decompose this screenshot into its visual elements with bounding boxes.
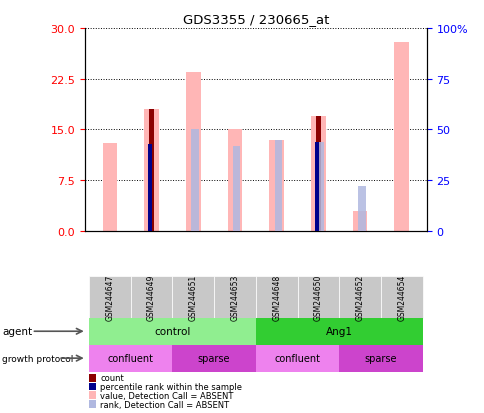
Bar: [227, 130, 242, 231]
Bar: [232, 146, 240, 231]
Text: GSM244653: GSM244653: [230, 274, 239, 320]
Text: sparse: sparse: [364, 353, 396, 363]
Text: GSM244648: GSM244648: [272, 274, 281, 320]
Text: Ang1: Ang1: [325, 326, 352, 337]
Text: confluent: confluent: [107, 353, 153, 363]
Bar: [256, 277, 297, 318]
Bar: [103, 144, 117, 231]
Text: value, Detection Call = ABSENT: value, Detection Call = ABSENT: [100, 391, 233, 400]
Bar: [314, 142, 318, 231]
Text: control: control: [154, 326, 190, 337]
Bar: [310, 116, 325, 231]
Text: agent: agent: [2, 326, 32, 337]
Text: GSM244651: GSM244651: [188, 274, 197, 320]
Bar: [89, 345, 172, 372]
Bar: [357, 187, 365, 231]
Bar: [148, 144, 151, 231]
Bar: [89, 392, 96, 399]
Bar: [144, 110, 159, 231]
Text: GSM244647: GSM244647: [105, 274, 114, 320]
Bar: [316, 142, 323, 231]
Bar: [338, 345, 422, 372]
Bar: [185, 73, 200, 231]
Bar: [172, 345, 256, 372]
Bar: [89, 383, 96, 390]
Bar: [89, 318, 256, 345]
Bar: [338, 277, 380, 318]
Text: percentile rank within the sample: percentile rank within the sample: [100, 382, 242, 391]
Text: count: count: [100, 373, 124, 382]
Bar: [89, 277, 131, 318]
Text: GSM244654: GSM244654: [396, 274, 406, 320]
Bar: [380, 277, 422, 318]
Bar: [89, 400, 96, 408]
Title: GDS3355 / 230665_at: GDS3355 / 230665_at: [182, 13, 328, 26]
Bar: [191, 130, 198, 231]
Text: GSM244649: GSM244649: [147, 274, 156, 320]
Bar: [274, 140, 282, 231]
Text: sparse: sparse: [197, 353, 230, 363]
Text: GSM244652: GSM244652: [355, 274, 364, 320]
Bar: [214, 277, 256, 318]
Text: confluent: confluent: [274, 353, 320, 363]
Text: rank, Detection Call = ABSENT: rank, Detection Call = ABSENT: [100, 400, 229, 408]
Bar: [393, 43, 408, 231]
Bar: [89, 374, 96, 382]
Bar: [269, 140, 284, 231]
Bar: [256, 318, 422, 345]
Bar: [131, 277, 172, 318]
Bar: [149, 110, 154, 231]
Bar: [352, 211, 366, 231]
Text: growth protocol: growth protocol: [2, 354, 74, 363]
Bar: [315, 116, 320, 231]
Bar: [256, 345, 338, 372]
Bar: [172, 277, 214, 318]
Bar: [297, 277, 338, 318]
Text: GSM244650: GSM244650: [313, 274, 322, 320]
